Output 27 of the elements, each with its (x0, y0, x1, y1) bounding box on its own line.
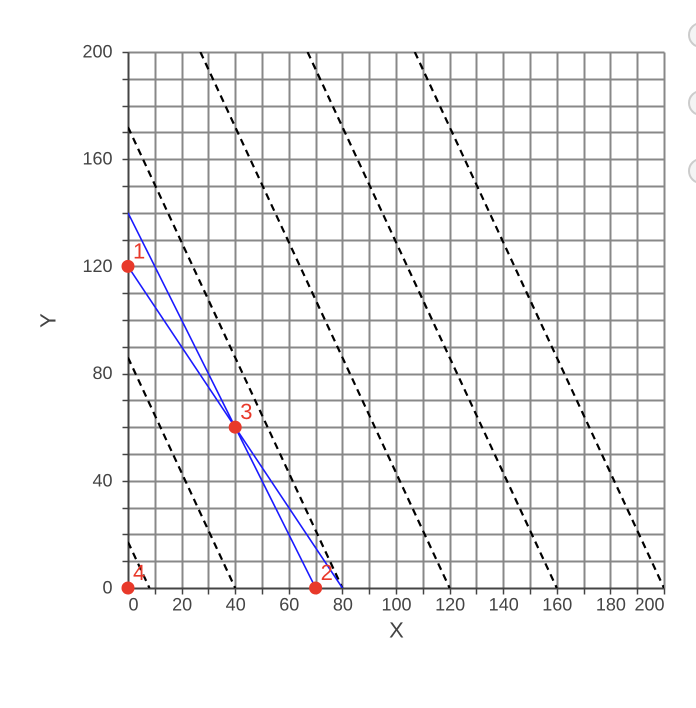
x-tick-label: 0 (128, 594, 139, 614)
annotation: 1 (133, 238, 146, 264)
y-tick-label: 40 (92, 470, 112, 490)
point (309, 581, 322, 595)
x-tick-label: 200 (634, 594, 664, 614)
annotation: 2 (320, 560, 333, 585)
point (228, 420, 242, 434)
x-tick-label: 120 (435, 594, 466, 614)
x-tick-label: 60 (279, 594, 300, 614)
y-tick-label: 0 (102, 578, 112, 598)
point (121, 581, 135, 595)
y-tick-label: 120 (82, 256, 112, 276)
y-tick-label: 80 (92, 363, 112, 384)
x-tick-label: 40 (226, 594, 246, 614)
y-tick-label: 160 (82, 148, 112, 169)
x-tick-label: 80 (332, 594, 353, 614)
x-tick-label: 20 (172, 594, 192, 614)
y-tick-label: 200 (82, 42, 112, 62)
x-axis-title: X (389, 618, 404, 642)
annotation: 4 (133, 560, 146, 585)
y-axis-title: Y (35, 312, 60, 328)
x-tick-label: 180 (596, 594, 626, 614)
x-tick-label: 160 (542, 594, 572, 614)
x-tick-label: 100 (381, 594, 412, 614)
annotation: 3 (240, 399, 252, 424)
point (121, 260, 135, 273)
x-tick-label: 140 (488, 594, 519, 614)
